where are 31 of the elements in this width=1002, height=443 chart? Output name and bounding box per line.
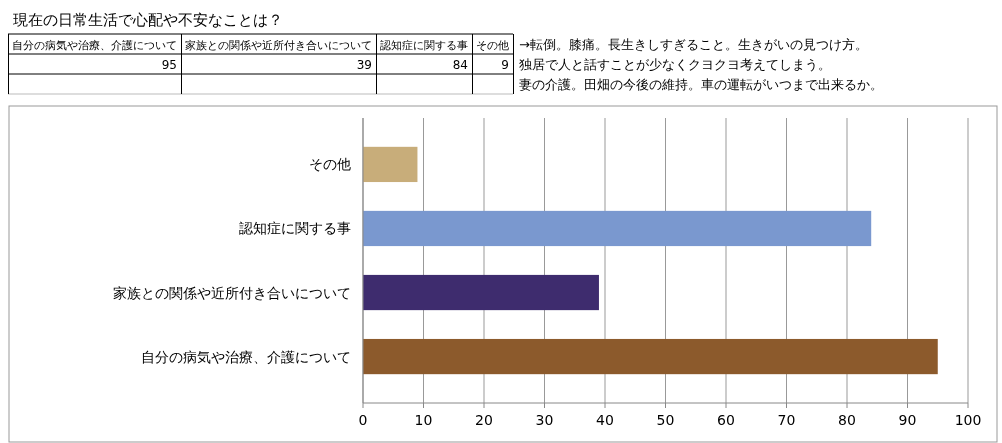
x-tick-label: 10 xyxy=(414,412,433,428)
x-tick-label: 70 xyxy=(777,412,796,428)
text: 妻の介護。田畑の今後の維持。車の運転がいつまで出来るか。 xyxy=(519,77,883,92)
x-tick-label: 30 xyxy=(535,412,554,428)
text: 39 xyxy=(356,58,372,72)
bar xyxy=(363,210,872,247)
text: 自分の病気や治療、介護について xyxy=(12,39,177,52)
y-tick-label: 認知症に関する事 xyxy=(239,220,351,237)
x-tick-label: 60 xyxy=(717,412,735,428)
y-tick-label: 家族との関係や近所付き合いについて xyxy=(113,284,351,301)
x-tick-label: 50 xyxy=(656,412,675,428)
bar xyxy=(363,146,418,183)
y-tick-label: その他 xyxy=(309,156,351,173)
x-tick-label: 100 xyxy=(954,412,982,428)
text: その他 xyxy=(476,39,509,52)
text: 独居で人と話すことが少なくクヨクヨ考えてしまう。 xyxy=(519,57,831,72)
x-tick-label: 0 xyxy=(358,412,368,428)
x-tick-label: 90 xyxy=(898,412,917,428)
bar xyxy=(363,338,938,375)
text: →転倒。膝痛。長生きしすぎること。生きがいの見つけ方。 xyxy=(519,37,868,52)
x-tick-label: 20 xyxy=(475,412,493,428)
bar xyxy=(363,274,599,311)
text: 84 xyxy=(452,58,468,72)
text: 家族との関係や近所付き合いについて xyxy=(185,39,372,52)
text: 現在の日常生活で心配や不安なことは？ xyxy=(13,11,283,29)
x-tick-label: 80 xyxy=(838,412,856,428)
text: 認知症に関する事 xyxy=(380,39,468,52)
text: 95 xyxy=(161,58,177,72)
x-tick-label: 40 xyxy=(596,412,614,428)
y-tick-label: 自分の病気や治療、介護について xyxy=(141,348,351,365)
text: 9 xyxy=(501,58,509,72)
